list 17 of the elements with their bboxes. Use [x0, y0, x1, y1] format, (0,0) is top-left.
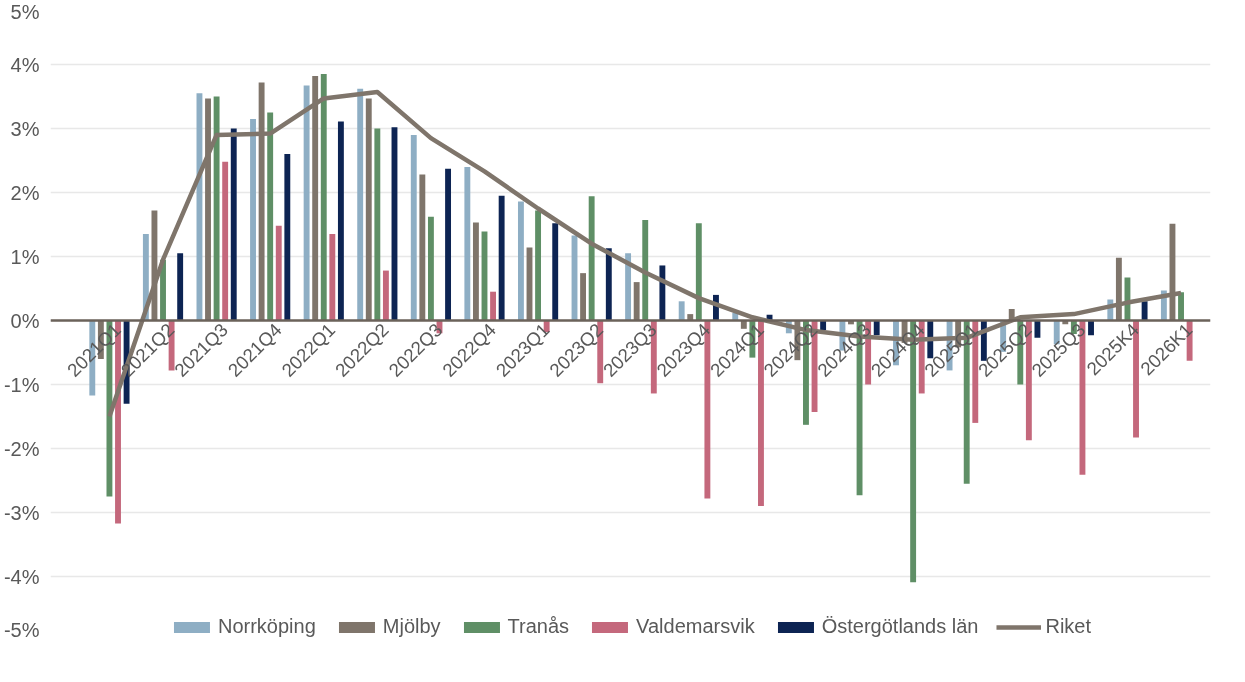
- legend-label: Norrköping: [217, 615, 316, 638]
- legend-label: Mjölby: [382, 615, 441, 638]
- legend-label: Tranås: [507, 615, 570, 638]
- legend-label: Östergötlands län: [821, 615, 979, 638]
- y-tick-label: 0%: [10, 309, 40, 332]
- y-tick-label: -4%: [3, 565, 40, 588]
- legend-label: Riket: [1045, 615, 1092, 638]
- y-tick-label: -1%: [3, 373, 40, 396]
- y-tick-label: 3%: [10, 117, 40, 140]
- y-tick-label: -3%: [3, 501, 40, 524]
- y-tick-label: -2%: [3, 437, 40, 460]
- y-tick-label: 5%: [10, 0, 40, 23]
- y-tick-label: 4%: [10, 53, 40, 76]
- y-tick-label: 2%: [10, 181, 40, 204]
- y-tick-label: 1%: [10, 245, 40, 268]
- legend-label: Valdemarsvik: [636, 615, 755, 638]
- y-tick-label: -5%: [3, 618, 40, 641]
